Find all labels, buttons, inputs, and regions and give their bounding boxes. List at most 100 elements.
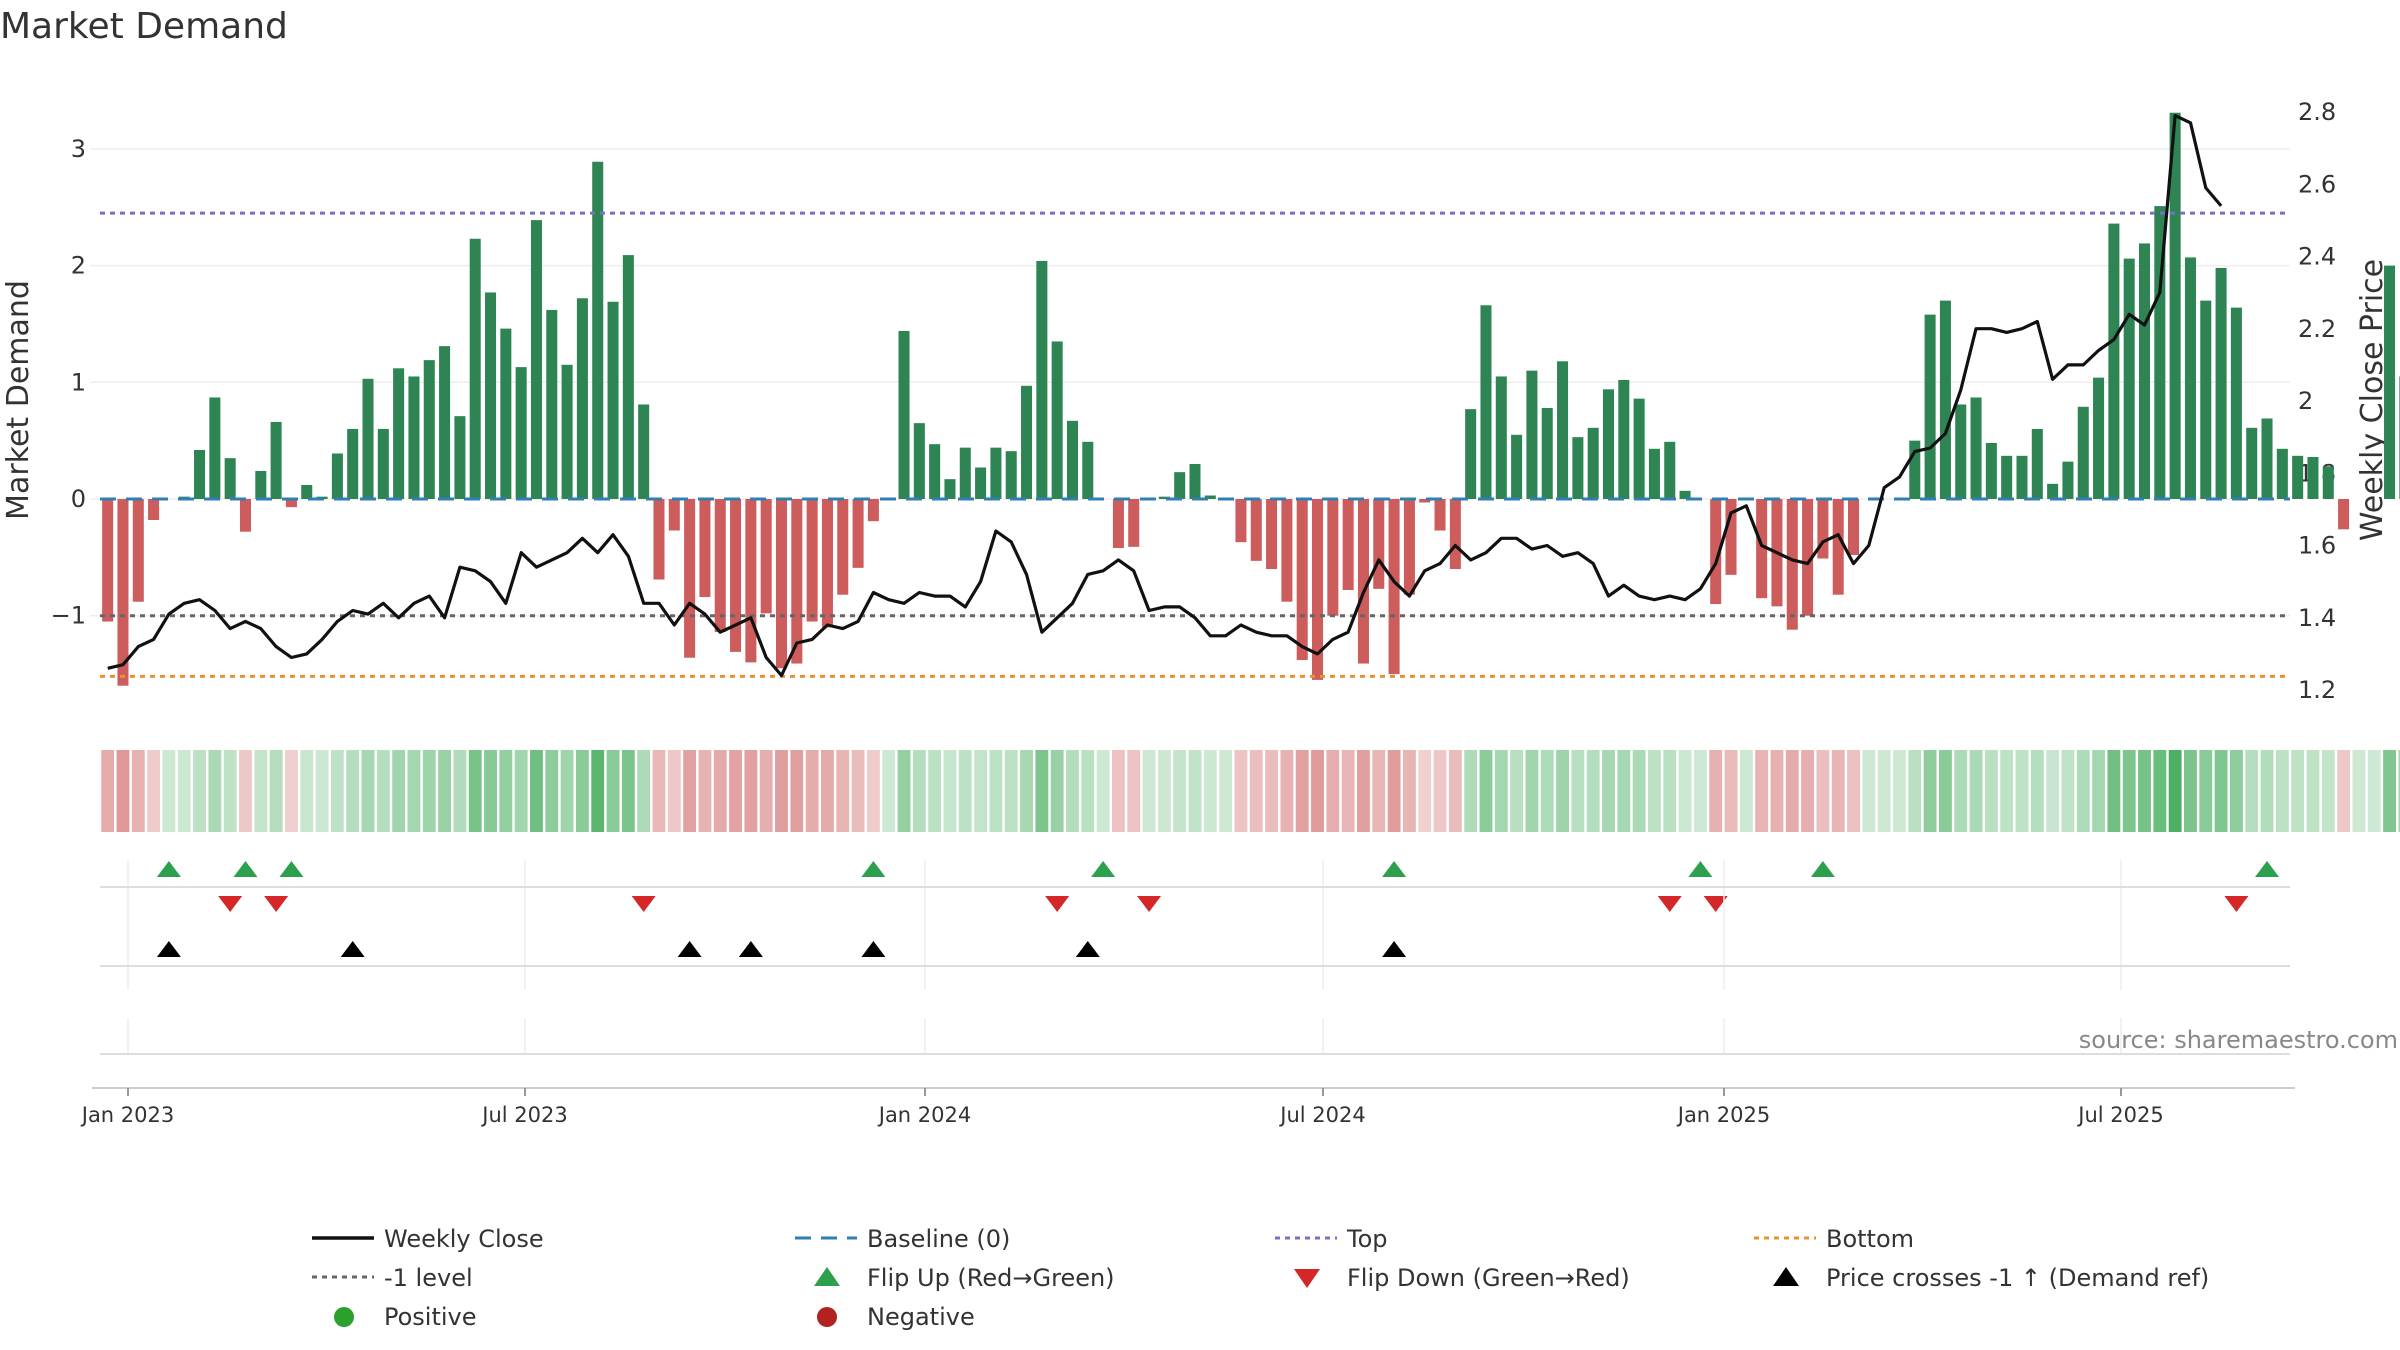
heat-cell	[1785, 750, 1799, 832]
legend-label: Price crosses -1 ↑ (Demand ref)	[1826, 1264, 2209, 1292]
positive-bar	[1158, 496, 1170, 499]
heat-cell	[836, 750, 850, 832]
legend-label: Negative	[867, 1303, 975, 1331]
cross-marker	[738, 941, 763, 957]
flip-down-marker	[1657, 896, 1682, 912]
heat-cell	[2352, 750, 2366, 832]
heat-cell	[1739, 750, 1753, 832]
negative-bar	[806, 499, 818, 622]
flip-up-marker	[1091, 861, 1116, 877]
heat-cell	[790, 750, 804, 832]
heat-cell	[1831, 750, 1845, 832]
negative-bar	[760, 499, 772, 614]
heat-cell	[530, 750, 543, 832]
negative-bar	[699, 499, 711, 598]
heat-cell	[1755, 750, 1769, 832]
heat-cell	[1908, 750, 1922, 832]
positive-bar	[898, 330, 910, 499]
legend-label: Weekly Close	[384, 1225, 544, 1253]
positive-bar	[1985, 442, 1997, 499]
positive-bar	[2016, 455, 2028, 499]
positive-bar	[1618, 379, 1630, 499]
heat-cell	[177, 750, 191, 832]
positive-bar	[1036, 260, 1048, 499]
flip-down-marker	[2224, 896, 2249, 912]
positive-bar	[423, 360, 435, 499]
positive-bar	[2123, 258, 2135, 499]
positive-bar	[2169, 112, 2181, 500]
heat-cell	[1127, 750, 1141, 832]
heat-cell	[989, 750, 1003, 832]
heat-cell	[1923, 750, 1937, 832]
negative-bar	[1296, 499, 1308, 661]
positive-bar	[454, 416, 466, 499]
heat-cell	[1433, 750, 1447, 832]
heat-cell	[1418, 750, 1432, 832]
heat-cell	[254, 750, 268, 832]
positive-bar	[1955, 404, 1967, 499]
heat-cell	[2092, 750, 2105, 832]
flip-up-marker	[156, 861, 181, 877]
heat-cell	[2015, 750, 2029, 832]
heat-cell	[484, 750, 497, 832]
positive-bar	[638, 404, 650, 499]
positive-bar	[2154, 206, 2166, 499]
cross-marker	[156, 941, 181, 957]
heat-cell	[621, 750, 635, 832]
heat-cell	[392, 750, 406, 832]
heat-cell	[300, 750, 314, 832]
positive-bar	[2384, 265, 2396, 499]
negative-bar	[1235, 499, 1247, 543]
heat-cell	[729, 750, 742, 832]
heat-cell	[1984, 750, 1998, 832]
heat-cell	[1770, 750, 1784, 832]
heat-cell	[116, 750, 130, 832]
flip-up-marker	[1810, 861, 1835, 877]
heat-cell	[438, 750, 452, 832]
positive-bar	[1541, 407, 1553, 499]
negative-bar	[791, 499, 803, 664]
positive-bar	[1082, 441, 1094, 499]
positive-bar	[347, 428, 359, 499]
heat-cell	[1341, 750, 1355, 832]
heat-cell	[1816, 750, 1830, 832]
heat-cell	[101, 750, 115, 832]
positive-bar	[2307, 456, 2319, 499]
positive-bar	[546, 309, 558, 499]
heat-cell	[1111, 750, 1125, 832]
heat-cell	[2046, 750, 2060, 832]
y2-tick-label: 2	[2298, 387, 2313, 415]
heat-cell	[2260, 750, 2274, 832]
legend-label: -1 level	[384, 1264, 473, 1292]
heat-cell	[1938, 750, 1952, 832]
flip-down-marker	[1703, 896, 1728, 912]
positive-bar	[194, 449, 206, 499]
positive-bar	[1909, 440, 1921, 499]
heat-cell	[346, 750, 360, 832]
positive-bar	[469, 238, 481, 499]
positive-bar	[209, 397, 221, 499]
heat-cell	[1234, 750, 1248, 832]
positive-bar	[1970, 397, 1982, 499]
heat-cell	[361, 750, 375, 832]
positive-bar	[500, 328, 512, 499]
x-tick-label: Jan 2023	[80, 1103, 175, 1127]
negative-bar	[1725, 499, 1737, 575]
positive-bar	[561, 364, 573, 499]
demand-bars	[102, 112, 2400, 686]
heat-cell	[1004, 750, 1018, 832]
heat-cell	[1173, 750, 1187, 832]
heat-cell	[1678, 750, 1692, 832]
heat-cell	[606, 750, 620, 832]
legend-swatch	[1294, 1269, 1320, 1288]
negative-bar	[730, 499, 742, 652]
heat-cell	[821, 750, 834, 832]
positive-bar	[2292, 455, 2304, 499]
heat-cell	[667, 750, 681, 832]
positive-bar	[224, 458, 236, 499]
positive-bar	[2031, 428, 2043, 499]
positive-bar	[929, 444, 941, 499]
negative-bar	[867, 499, 879, 522]
positive-bar	[439, 346, 451, 499]
y2-tick-label: 2.4	[2298, 243, 2336, 271]
